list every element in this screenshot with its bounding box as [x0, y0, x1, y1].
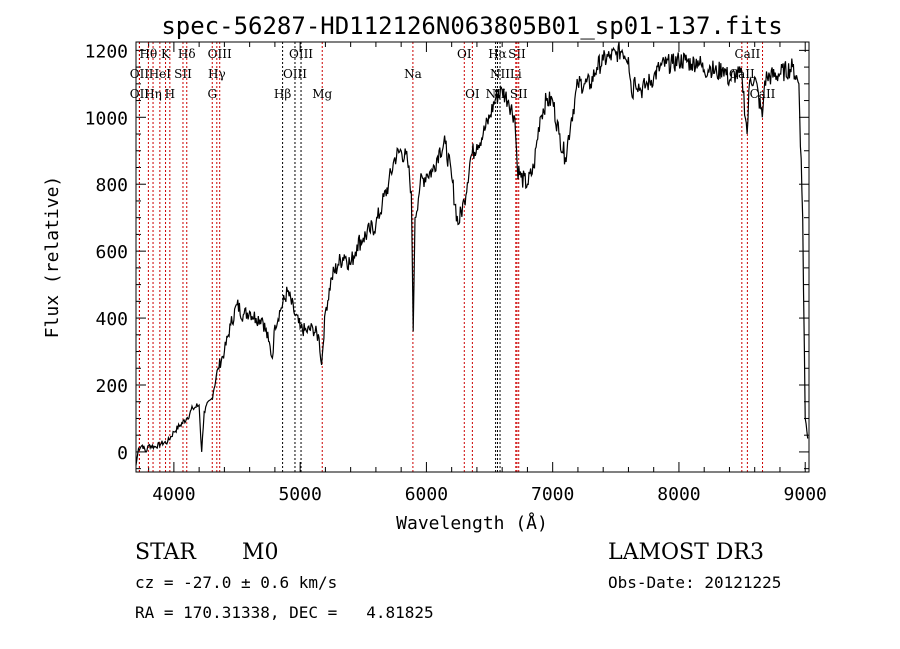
- x-tick-label: 5000: [278, 484, 321, 505]
- spectral-line-label: OIII: [289, 47, 313, 61]
- y-tick-label: 1200: [85, 41, 128, 62]
- spectral-line-label: Hθ: [140, 47, 158, 61]
- spectral-line-label: OI: [465, 87, 480, 101]
- spectral-line-label: OI: [457, 47, 472, 61]
- spectral-line-label: SII: [174, 67, 192, 81]
- x-tick-label: 6000: [405, 484, 448, 505]
- obs-date: Obs-Date: 20121225: [608, 573, 782, 592]
- spectral-line-label: SII: [508, 47, 526, 61]
- y-tick-label: 1000: [85, 108, 128, 129]
- spectral-line-label: Hη: [144, 87, 162, 101]
- x-tick-label: 4000: [152, 484, 195, 505]
- spectral-line-label: K: [161, 47, 171, 61]
- spectral-line-label: Mg: [312, 87, 332, 101]
- spectral-line-label: SII: [510, 87, 528, 101]
- spectral-line-label: G: [207, 87, 217, 101]
- y-tick-label: 0: [117, 443, 128, 464]
- spectral-line-label: Na: [404, 67, 422, 81]
- y-tick-label: 400: [95, 309, 128, 330]
- plot-frame: [135, 41, 810, 473]
- x-tick-label: 9000: [784, 484, 827, 505]
- spectral-line-label: OIII: [283, 67, 307, 81]
- spectral-line-label: Hβ: [274, 87, 291, 101]
- spectral-line-label: NII: [490, 67, 510, 81]
- y-tick-label: 800: [95, 175, 128, 196]
- x-axis-label: Wavelength (Å): [396, 512, 548, 534]
- y-axis-label: Flux (relative): [42, 176, 63, 339]
- redshift-text: cz = -27.0 ± 0.6 km/s: [135, 573, 338, 592]
- y-tick-label: 600: [95, 242, 128, 263]
- ra-dec-text: RA = 170.31338, DEC = 4.81825: [135, 603, 434, 622]
- y-tick-label: 200: [95, 376, 128, 397]
- object-type: STAR: [135, 540, 196, 565]
- spectral-line-label: OIII: [208, 47, 232, 61]
- survey-name: LAMOST DR3: [608, 540, 764, 565]
- spectral-line-label: H: [165, 87, 175, 101]
- spectrum-line: [135, 42, 809, 466]
- x-tick-label: 8000: [657, 484, 700, 505]
- chart-title: spec-56287-HD112126N063805B01_sp01-137.f…: [161, 12, 782, 40]
- spectral-line-label: CaII: [734, 47, 760, 61]
- spectral-line-label: OII: [130, 87, 150, 101]
- spectral-line-label: Hγ: [208, 67, 226, 81]
- spectral-line-label: Hδ: [178, 47, 196, 61]
- spectral-line-label: Hα: [488, 47, 507, 61]
- spectral-line-label: Li: [510, 67, 522, 81]
- object-subclass: M0: [242, 540, 279, 565]
- spectral-line-label: HeI: [149, 67, 172, 81]
- spectral-line-label: CaII: [750, 87, 776, 101]
- x-tick-label: 7000: [531, 484, 574, 505]
